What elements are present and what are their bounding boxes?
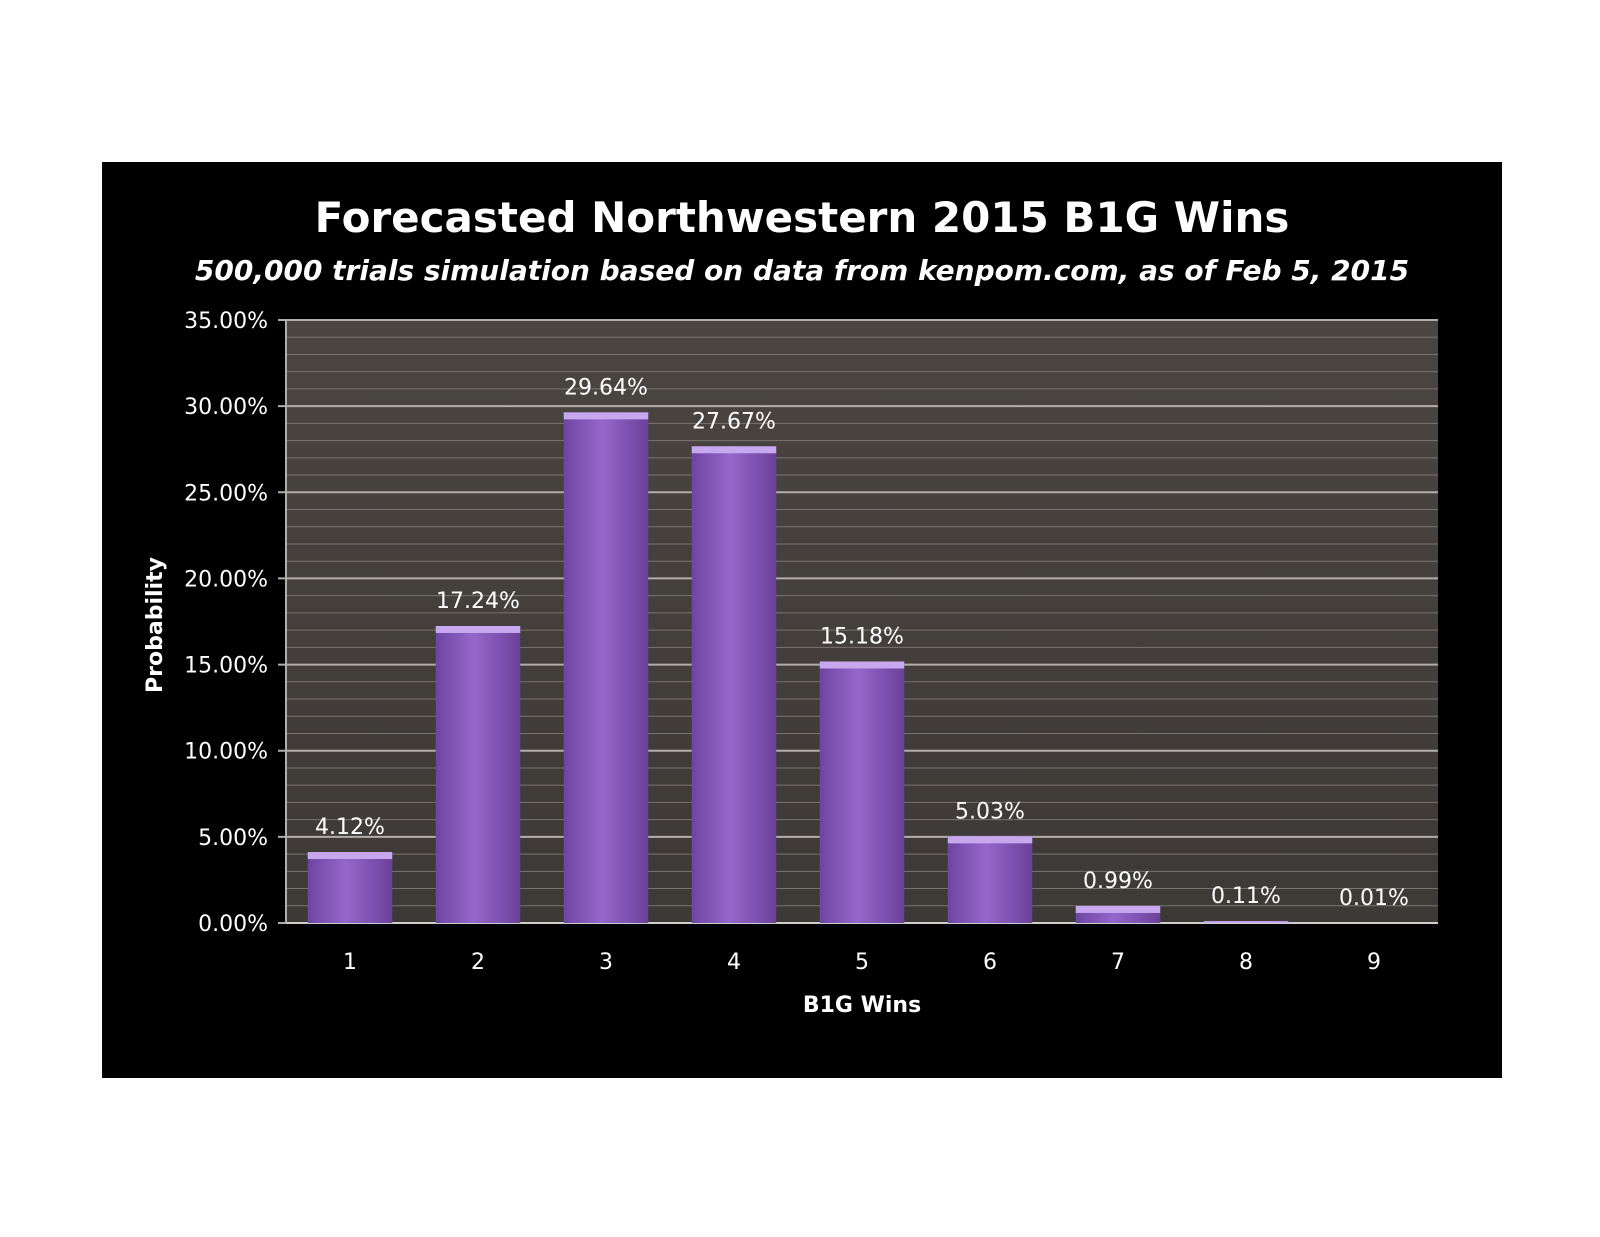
- bar-2: [435, 625, 521, 923]
- y-axis-ticks: 0.00% 5.00% 10.00% 15.00% 20.00% 25.00% 30.00%…: [184, 309, 268, 937]
- bar-1: [307, 852, 393, 923]
- data-label: 27.67%: [692, 409, 776, 434]
- y-axis-title: Probability: [143, 557, 168, 693]
- bar-body: [307, 852, 393, 923]
- bar-body: [691, 446, 777, 923]
- bar-top-bevel: [819, 661, 905, 669]
- data-label: 4.12%: [315, 815, 385, 840]
- chart-panel: Forecasted Northwestern 2015 B1G Wins 50…: [102, 162, 1502, 1078]
- y-tick-label: 30.00%: [184, 395, 268, 420]
- bar-8: [1203, 921, 1289, 923]
- y-tick-label: 15.00%: [184, 654, 268, 679]
- bar-top-bevel: [1203, 921, 1289, 923]
- y-tick-label: 5.00%: [198, 826, 268, 851]
- y-tick-label: 10.00%: [184, 740, 268, 765]
- x-tick-label: 5: [855, 950, 869, 975]
- x-tick-label: 1: [343, 950, 357, 975]
- bar-6: [947, 836, 1033, 923]
- x-tick-label: 2: [471, 950, 485, 975]
- bar-chart: Forecasted Northwestern 2015 B1G Wins 50…: [143, 193, 1438, 1018]
- x-axis-ticks: 1 2 3 4 5 6 7 8 9: [343, 950, 1381, 975]
- chart-subtitle: 500,000 trials simulation based on data …: [195, 254, 1409, 287]
- bar-top-bevel: [307, 852, 393, 860]
- bar-3: [563, 412, 649, 923]
- data-label: 0.11%: [1211, 884, 1281, 909]
- x-tick-label: 6: [983, 950, 997, 975]
- y-tick-label: 25.00%: [184, 481, 268, 506]
- bar-top-bevel: [947, 836, 1033, 844]
- bar-body: [947, 836, 1033, 923]
- bar-body: [563, 412, 649, 923]
- data-labels: 4.12% 17.24% 29.64% 27.67% 15.18% 5.03% 0.99% 0…: [315, 375, 1409, 910]
- bar-4: [691, 446, 777, 923]
- data-label: 15.18%: [820, 624, 904, 649]
- bar-top-bevel: [563, 412, 649, 420]
- x-tick-label: 4: [727, 950, 741, 975]
- data-label: 29.64%: [564, 375, 648, 400]
- x-tick-label: 3: [599, 950, 613, 975]
- data-label: 17.24%: [436, 589, 520, 614]
- y-tick-label: 0.00%: [198, 912, 268, 937]
- bar-top-bevel: [691, 446, 777, 454]
- x-tick-label: 7: [1111, 950, 1125, 975]
- bar-top-bevel: [435, 625, 521, 633]
- bar-body: [435, 625, 521, 923]
- bar-5: [819, 661, 905, 923]
- data-label: 0.01%: [1339, 886, 1409, 911]
- bars: [307, 412, 1289, 923]
- chart-title: Forecasted Northwestern 2015 B1G Wins: [315, 193, 1290, 242]
- bar-top-bevel: [1075, 905, 1161, 913]
- x-axis-title: B1G Wins: [803, 993, 921, 1018]
- bar-7: [1075, 905, 1161, 923]
- data-label: 0.99%: [1083, 869, 1153, 894]
- bar-body: [819, 661, 905, 923]
- x-tick-label: 9: [1367, 950, 1381, 975]
- y-tick-label: 35.00%: [184, 309, 268, 334]
- data-label: 5.03%: [955, 799, 1025, 824]
- y-tick-label: 20.00%: [184, 567, 268, 592]
- x-tick-label: 8: [1239, 950, 1253, 975]
